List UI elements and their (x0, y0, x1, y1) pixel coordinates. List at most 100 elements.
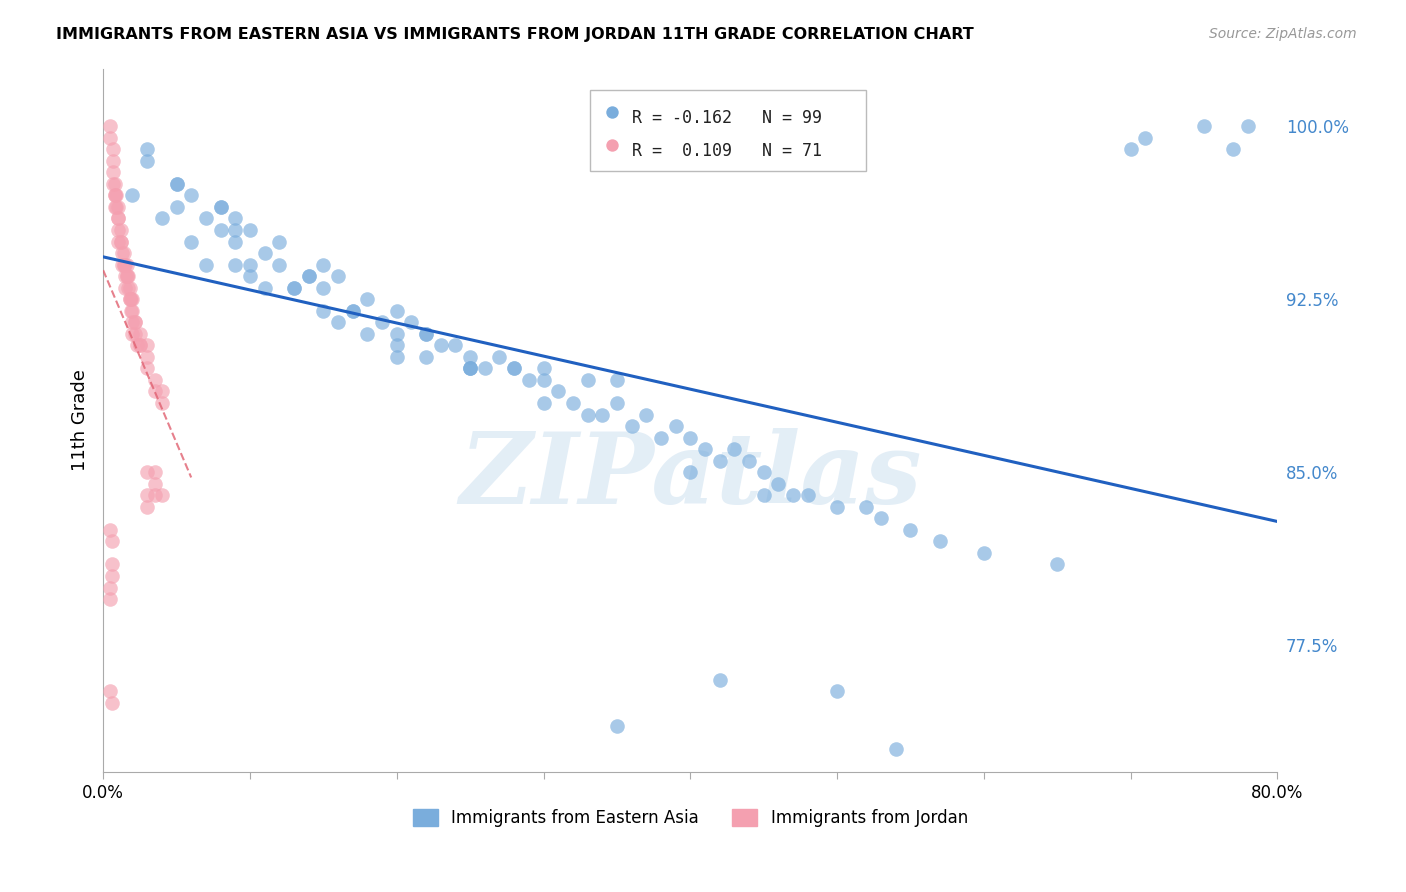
Point (114, 269, 136, 284)
Point (253, 280, 276, 294)
Point (239, 258, 262, 272)
Point (180, 188, 202, 202)
Point (101, 558, 124, 572)
Point (121, 188, 143, 202)
Point (166, 177, 188, 191)
Point (107, 235, 129, 249)
Point (209, 223, 232, 237)
Point (103, 165, 125, 179)
Point (121, 315, 143, 329)
Point (884, 742, 907, 756)
Point (104, 200, 127, 214)
Y-axis label: 11th Grade: 11th Grade (72, 369, 89, 471)
Point (194, 258, 217, 272)
Point (150, 396, 173, 410)
Point (385, 303, 408, 318)
Text: Source: ZipAtlas.com: Source: ZipAtlas.com (1209, 27, 1357, 41)
Point (110, 235, 132, 249)
Point (107, 211, 129, 226)
Legend: Immigrants from Eastern Asia, Immigrants from Jordan: Immigrants from Eastern Asia, Immigrants… (406, 803, 974, 834)
Point (103, 177, 125, 191)
Point (723, 442, 745, 456)
Point (312, 303, 335, 318)
Point (121, 303, 143, 318)
Point (143, 465, 166, 479)
Point (117, 280, 139, 294)
Point (415, 326, 437, 341)
Point (269, 258, 291, 272)
Point (458, 361, 481, 376)
Point (112, 246, 135, 260)
Point (150, 488, 173, 502)
Point (693, 442, 716, 456)
Point (1119, 142, 1142, 156)
Point (458, 361, 481, 376)
Point (224, 235, 246, 249)
Point (973, 546, 995, 560)
Point (104, 188, 127, 202)
Point (401, 315, 423, 329)
Point (143, 373, 166, 387)
Point (114, 258, 136, 272)
Point (606, 719, 628, 733)
Point (115, 258, 138, 272)
Point (533, 373, 555, 387)
Point (150, 384, 173, 399)
Point (796, 488, 818, 502)
Point (533, 361, 555, 376)
Point (342, 303, 364, 318)
Point (100, 684, 122, 698)
Point (517, 373, 540, 387)
Point (107, 211, 129, 226)
Point (166, 200, 188, 214)
Point (112, 258, 135, 272)
Point (180, 235, 202, 249)
Point (415, 350, 437, 364)
FancyBboxPatch shape (591, 89, 866, 170)
Point (224, 211, 246, 226)
Point (606, 396, 628, 410)
Point (136, 500, 159, 514)
Point (870, 511, 893, 525)
Point (576, 373, 599, 387)
Point (110, 235, 132, 249)
Point (1135, 130, 1157, 145)
Point (115, 269, 138, 284)
Point (104, 177, 127, 191)
Point (118, 292, 141, 306)
Point (128, 326, 150, 341)
Point (100, 119, 122, 133)
Point (136, 361, 159, 376)
Point (342, 303, 364, 318)
Point (115, 269, 138, 284)
Point (283, 280, 305, 294)
Point (239, 223, 262, 237)
Point (385, 338, 408, 352)
Point (136, 338, 159, 352)
Point (356, 292, 378, 306)
Point (120, 292, 142, 306)
Point (679, 431, 702, 445)
Point (385, 326, 408, 341)
Point (118, 280, 141, 294)
Point (136, 465, 159, 479)
Point (143, 476, 166, 491)
Point (253, 246, 276, 260)
Text: IMMIGRANTS FROM EASTERN ASIA VS IMMIGRANTS FROM JORDAN 11TH GRADE CORRELATION CH: IMMIGRANTS FROM EASTERN ASIA VS IMMIGRAN… (56, 27, 974, 42)
Point (576, 408, 599, 422)
Point (128, 338, 150, 352)
Point (105, 188, 128, 202)
Point (136, 153, 159, 168)
Point (150, 211, 173, 226)
Point (900, 523, 922, 537)
Point (533, 396, 555, 410)
Point (782, 488, 804, 502)
Point (825, 500, 848, 514)
Point (855, 500, 877, 514)
Point (128, 338, 150, 352)
Point (752, 465, 775, 479)
Point (104, 188, 127, 202)
Point (100, 523, 122, 537)
Point (269, 235, 291, 249)
Point (283, 280, 305, 294)
